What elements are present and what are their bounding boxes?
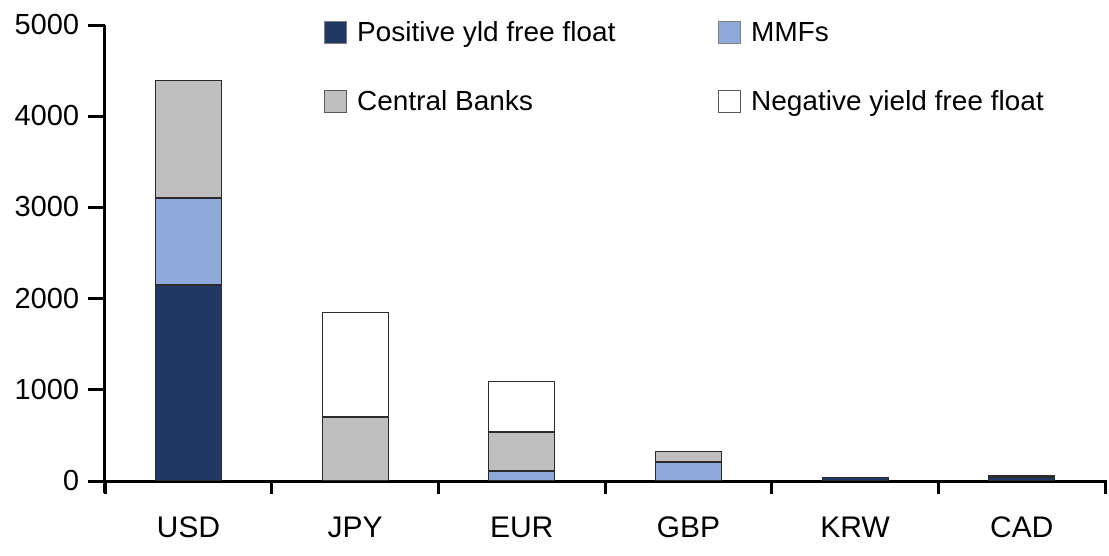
y-axis-tick-0 xyxy=(88,479,105,483)
y-axis-label-1000: 1000 xyxy=(14,373,79,406)
bar-segment-jpy-central-banks xyxy=(321,417,389,481)
y-axis-tick-3000 xyxy=(88,205,105,209)
bar-segment-jpy-negative-yield-free-float xyxy=(321,312,389,418)
legend-item-negative-yield-free-float: Negative yield free float xyxy=(718,85,1044,117)
y-axis-line xyxy=(103,25,106,493)
y-axis-label-0: 0 xyxy=(62,465,79,497)
bar-segment-gbp-mmfs xyxy=(654,461,722,481)
y-axis-tick-2000 xyxy=(88,297,105,301)
x-axis-label-usd: USD xyxy=(156,511,220,544)
x-axis-tick-5 xyxy=(936,482,940,494)
y-axis-label-5000: 5000 xyxy=(14,9,79,41)
bar-segment-usd-central-banks xyxy=(154,79,222,199)
x-axis-label-gbp: GBP xyxy=(656,511,720,544)
bar-segment-eur-central-banks xyxy=(488,431,556,471)
x-axis-label-cad: CAD xyxy=(989,511,1054,544)
legend-label-mmfs: MMFs xyxy=(751,16,829,47)
legend-label-central-banks: Central Banks xyxy=(357,85,533,116)
x-axis-tick-2 xyxy=(436,482,440,494)
legend-item-positive-yld-free-float: Positive yld free float xyxy=(324,16,615,48)
bar-segment-usd-mmfs xyxy=(154,198,222,285)
bar-segment-eur-negative-yield-free-float xyxy=(488,380,556,432)
x-axis-label-eur: EUR xyxy=(489,511,554,544)
bar-segment-krw-positive-yld-free-float xyxy=(821,476,889,481)
bar-segment-cad-central-banks xyxy=(988,475,1056,478)
x-axis-tick-6 xyxy=(1103,482,1107,494)
x-axis-tick-4 xyxy=(770,482,774,494)
bar-segment-gbp-central-banks xyxy=(654,450,722,462)
y-axis-label-4000: 4000 xyxy=(14,100,79,133)
x-axis-line xyxy=(103,480,1107,483)
legend-swatch-negative-yield-free-float-icon xyxy=(718,89,741,113)
legend-swatch-positive-yld-free-float-icon xyxy=(324,20,347,44)
x-axis-tick-3 xyxy=(603,482,607,494)
bar-segment-usd-positive-yld-free-float xyxy=(154,284,222,481)
x-axis-tick-1 xyxy=(270,482,274,494)
legend-item-central-banks: Central Banks xyxy=(324,85,533,117)
legend-label-negative-yield-free-float: Negative yield free float xyxy=(751,85,1044,116)
y-axis-label-3000: 3000 xyxy=(14,191,79,224)
plot-area: 0 1000 2000 3000 4000 5000 USD JPY EUR GBP KRW CAD xyxy=(14,10,1107,544)
x-axis-label-krw: KRW xyxy=(820,511,890,544)
x-axis-tick-0 xyxy=(103,482,107,494)
y-axis-tick-1000 xyxy=(88,388,105,392)
legend-swatch-mmfs-icon xyxy=(718,20,741,44)
y-axis-tick-5000 xyxy=(88,23,105,27)
bar-segment-cad-positive-yld-free-float xyxy=(988,477,1056,481)
y-axis-tick-4000 xyxy=(88,114,105,118)
legend-item-mmfs: MMFs xyxy=(718,16,829,48)
y-axis-label-2000: 2000 xyxy=(14,282,79,315)
x-axis-label-jpy: JPY xyxy=(327,511,383,544)
legend-label-positive-yld-free-float: Positive yld free float xyxy=(357,16,616,47)
legend-swatch-central-banks-icon xyxy=(324,89,347,113)
bar-segment-eur-mmfs xyxy=(488,470,556,481)
